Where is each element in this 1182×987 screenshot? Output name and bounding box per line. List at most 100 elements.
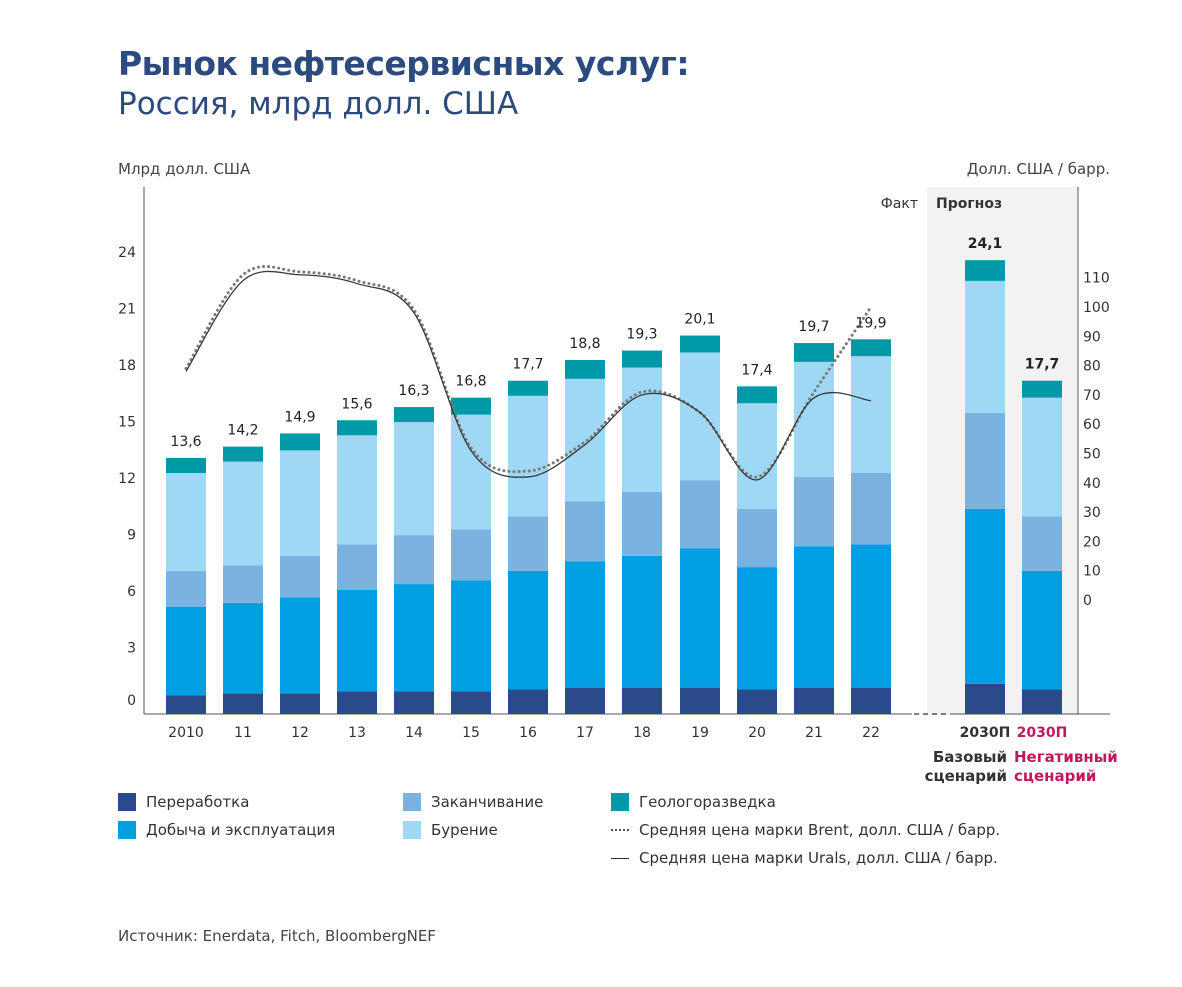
y-left-tick-label: 15 xyxy=(118,415,136,431)
bar-segment-dobycha xyxy=(851,544,891,688)
y-left-tick-label: 18 xyxy=(118,358,136,374)
bar-total-label: 15,6 xyxy=(341,396,372,412)
y-right-tick-label: 110 xyxy=(1083,271,1110,287)
legend-swatch xyxy=(611,793,629,811)
bar-total-label: 19,3 xyxy=(626,327,657,343)
bar-segment-pererabotka xyxy=(965,683,1005,714)
bar-segment-burenie xyxy=(737,403,777,509)
bar-segment-pererabotka xyxy=(1022,689,1062,714)
bar-segment-dobycha xyxy=(337,589,377,692)
legend-item-urals: Средняя цена марки Urals, долл. США / ба… xyxy=(611,849,998,867)
bar-segment-dobycha xyxy=(166,606,206,696)
bar-segment-burenie xyxy=(965,280,1005,413)
x-tick-label: 16 xyxy=(519,725,537,741)
bar-segment-pererabotka xyxy=(337,691,377,714)
bar-segment-zakanchivanie xyxy=(965,412,1005,509)
bar-segment-geologorazvedka xyxy=(451,397,491,415)
y-left-tick-label: 0 xyxy=(127,693,136,709)
x-tick-label: 20 xyxy=(748,725,766,741)
x-tick-label: 14 xyxy=(405,725,423,741)
zone-forecast-label: Прогноз xyxy=(936,196,1002,212)
x-tick-label: 13 xyxy=(348,725,366,741)
y-right-tick-label: 50 xyxy=(1083,447,1101,463)
bar-segment-pererabotka xyxy=(622,687,662,714)
bar-total-label: 20,1 xyxy=(684,312,715,328)
bar-total-label: 17,7 xyxy=(512,357,543,373)
bar-segment-zakanchivanie xyxy=(280,555,320,598)
bar-segment-burenie xyxy=(680,352,720,481)
bar-segment-zakanchivanie xyxy=(565,501,605,562)
legend-item-pererabotka: Переработка xyxy=(118,793,249,811)
y-right-tick-label: 30 xyxy=(1083,505,1101,521)
bar-segment-burenie xyxy=(451,414,491,530)
bar-segment-burenie xyxy=(337,435,377,545)
x-tick-label: 12 xyxy=(291,725,309,741)
bar-segment-dobycha xyxy=(565,561,605,688)
y-left-tick-label: 9 xyxy=(127,528,136,544)
legend-item-geologorazvedka: Геологоразведка xyxy=(611,793,776,811)
bar-total-label: 17,4 xyxy=(741,362,772,378)
legend-item-brent: Средняя цена марки Brent, долл. США / ба… xyxy=(611,821,1000,839)
bar-segment-geologorazvedka xyxy=(1022,380,1062,398)
bar-segment-burenie xyxy=(508,395,548,517)
bar-total-label: 14,9 xyxy=(284,409,315,425)
y-left-tick-label: 6 xyxy=(127,584,136,600)
legend-swatch xyxy=(403,793,421,811)
x-tick-label: 2010 xyxy=(168,725,204,741)
bar-segment-zakanchivanie xyxy=(394,535,434,585)
bar-segment-geologorazvedka xyxy=(223,446,263,462)
x-tick-label: 15 xyxy=(462,725,480,741)
x-tick-label: 18 xyxy=(633,725,651,741)
legend-line-dotted xyxy=(611,829,629,831)
bar-segment-geologorazvedka xyxy=(166,457,206,473)
bar-segment-dobycha xyxy=(965,508,1005,684)
bar-segment-burenie xyxy=(622,367,662,492)
bar-total-label: 16,8 xyxy=(455,374,486,390)
y-right-tick-label: 80 xyxy=(1083,359,1101,375)
bar-segment-dobycha xyxy=(451,580,491,692)
y-left-tick-label: 21 xyxy=(118,302,136,318)
bar-segment-pererabotka xyxy=(508,689,548,714)
bar-segment-geologorazvedka xyxy=(337,420,377,436)
legend-item-zakanchivanie: Заканчивание xyxy=(403,793,543,811)
chart-title: Рынок нефтесервисных услуг: xyxy=(118,44,690,83)
y-right-tick-label: 100 xyxy=(1083,300,1110,316)
legend-item-burenie: Бурение xyxy=(403,821,498,839)
y-right-tick-label: 0 xyxy=(1083,593,1092,609)
bar-total-label: 16,3 xyxy=(398,383,429,399)
bar-total-label: 19,7 xyxy=(798,319,829,335)
y-right-tick-label: 20 xyxy=(1083,534,1101,550)
bar-total-label: 17,7 xyxy=(1025,357,1060,373)
bar-segment-zakanchivanie xyxy=(851,472,891,545)
bar-segment-zakanchivanie xyxy=(166,570,206,607)
legend-swatch xyxy=(118,793,136,811)
bar-total-label: 13,6 xyxy=(170,434,201,450)
bar-segment-zakanchivanie xyxy=(1022,516,1062,571)
legend-swatch xyxy=(403,821,421,839)
x-tick-label: 11 xyxy=(234,725,252,741)
y-left-tick-label: 12 xyxy=(118,471,136,487)
bar-segment-geologorazvedka xyxy=(965,260,1005,281)
bar-segment-pererabotka xyxy=(223,693,263,714)
bar-segment-geologorazvedka xyxy=(851,339,891,357)
bar-segment-burenie xyxy=(223,461,263,566)
bar-segment-geologorazvedka xyxy=(737,386,777,404)
bar-segment-geologorazvedka xyxy=(622,350,662,368)
y-left-tick-label: 24 xyxy=(118,245,136,261)
bar-segment-dobycha xyxy=(1022,570,1062,690)
y-right-tick-label: 70 xyxy=(1083,388,1101,404)
x-tick-label: 17 xyxy=(576,725,594,741)
bar-segment-geologorazvedka xyxy=(794,343,834,362)
left-axis-label: Млрд долл. США xyxy=(118,160,251,178)
bar-total-label: 18,8 xyxy=(569,336,600,352)
bar-total-label: 24,1 xyxy=(968,236,1003,252)
bar-segment-zakanchivanie xyxy=(451,529,491,581)
bar-segment-burenie xyxy=(851,356,891,473)
bar-segment-pererabotka xyxy=(680,687,720,714)
bar-segment-dobycha xyxy=(223,602,263,694)
legend-item-dobycha: Добыча и эксплуатация xyxy=(118,821,335,839)
bar-segment-pererabotka xyxy=(394,691,434,714)
bar-segment-dobycha xyxy=(794,546,834,688)
bar-segment-zakanchivanie xyxy=(622,491,662,556)
legend-label: Геологоразведка xyxy=(639,793,776,811)
